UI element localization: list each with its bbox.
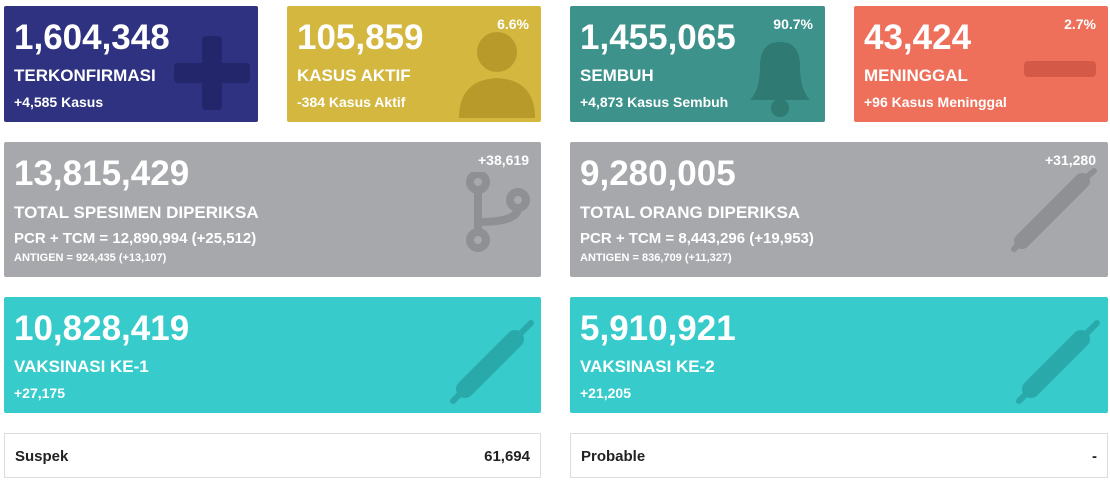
card-people: +31,280 9,280,005 TOTAL ORANG DIPERIKSA … — [570, 142, 1108, 277]
value: 105,859 — [297, 18, 424, 57]
card-vaccine-1: 10,828,419 VAKSINASI KE-1 +27,175 — [4, 297, 541, 413]
detail: +21,205 — [580, 385, 631, 401]
card-vaccine-2: 5,910,921 VAKSINASI KE-2 +21,205 — [570, 297, 1108, 413]
pcr: PCR + TCM = 8,443,296 (+19,953) — [580, 230, 814, 247]
value: 1,604,348 — [14, 18, 170, 57]
value: 10,828,419 — [14, 309, 190, 348]
percent: 90.7% — [773, 16, 813, 32]
label: TOTAL SPESIMEN DIPERIKSA — [14, 203, 259, 222]
detail: +27,175 — [14, 385, 65, 401]
value: 43,424 — [864, 18, 972, 57]
label: Probable — [581, 448, 646, 465]
detail: +96 Kasus Meninggal — [864, 94, 1007, 110]
change: +38,619 — [478, 152, 529, 168]
percent: 6.6% — [497, 16, 529, 32]
detail: +4,585 Kasus — [14, 94, 104, 110]
value: 13,815,429 — [14, 154, 190, 193]
label: SEMBUH — [580, 66, 654, 85]
card-specimen: +38,619 13,815,429 TOTAL SPESIMEN DIPERI… — [4, 142, 541, 277]
info-row: Suspek 61,694 — [4, 433, 541, 478]
antigen: ANTIGEN = 836,709 (+11,327) — [580, 252, 732, 264]
icon — [174, 36, 250, 110]
label: KASUS AKTIF — [297, 66, 411, 85]
icon — [1016, 320, 1100, 404]
percent: 2.7% — [1064, 16, 1096, 32]
value: 9,280,005 — [580, 154, 736, 193]
card-active: 6.6% 105,859 KASUS AKTIF -384 Kasus Akti… — [287, 6, 541, 122]
label: Suspek — [15, 448, 69, 465]
detail: -384 Kasus Aktif — [297, 94, 406, 110]
icon — [450, 320, 534, 404]
card-confirmed: 1,604,348 TERKONFIRMASI +4,585 Kasus — [4, 6, 258, 122]
value: 5,910,921 — [580, 309, 736, 348]
detail: +4,873 Kasus Sembuh — [580, 94, 729, 110]
label: TERKONFIRMASI — [14, 66, 156, 85]
icon — [750, 42, 810, 117]
label: VAKSINASI KE-1 — [14, 357, 149, 376]
label: TOTAL ORANG DIPERIKSA — [580, 203, 801, 222]
change: +31,280 — [1045, 152, 1096, 168]
icon — [459, 32, 535, 118]
antigen: ANTIGEN = 924,435 (+13,107) — [14, 252, 167, 264]
icon — [1024, 61, 1096, 77]
icon — [466, 172, 530, 252]
label: VAKSINASI KE-2 — [580, 357, 715, 376]
pcr: PCR + TCM = 12,890,994 (+25,512) — [14, 230, 257, 247]
card-recovered: 90.7% 1,455,065 SEMBUH +4,873 Kasus Semb… — [570, 6, 825, 122]
card-deceased: 2.7% 43,424 MENINGGAL +96 Kasus Meningga… — [854, 6, 1108, 122]
info-row: Probable - — [570, 433, 1108, 478]
value: 61,694 — [484, 448, 530, 465]
value: 1,455,065 — [580, 18, 736, 57]
value: - — [1092, 448, 1097, 465]
label: MENINGGAL — [864, 66, 968, 85]
icon — [1011, 168, 1097, 252]
